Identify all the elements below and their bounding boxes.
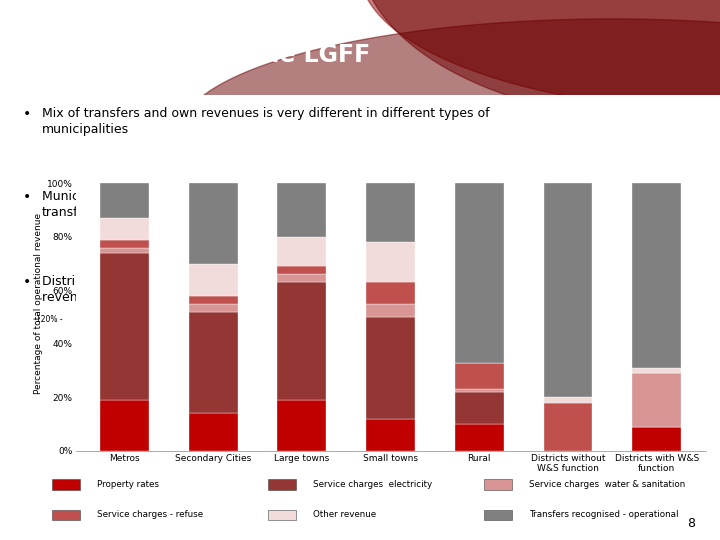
Polygon shape bbox=[360, 0, 720, 113]
Bar bbox=[455, 389, 504, 392]
Polygon shape bbox=[180, 19, 720, 246]
Bar bbox=[189, 414, 238, 451]
Bar bbox=[366, 242, 415, 282]
Bar bbox=[277, 266, 326, 274]
Bar bbox=[455, 363, 504, 389]
Bar bbox=[455, 184, 504, 363]
Text: Differentiation in the LGFF: Differentiation in the LGFF bbox=[13, 43, 370, 67]
Bar bbox=[100, 247, 149, 253]
Bar bbox=[52, 510, 80, 521]
Bar bbox=[277, 184, 326, 237]
Text: Transfers recognised - operational: Transfers recognised - operational bbox=[529, 510, 679, 519]
Bar bbox=[100, 253, 149, 400]
Bar bbox=[277, 237, 326, 266]
Text: District municipalities are very transfer dependent as they have few own
revenue: District municipalities are very transfe… bbox=[42, 275, 500, 305]
Bar bbox=[268, 480, 296, 490]
Bar bbox=[366, 282, 415, 303]
Bar bbox=[189, 264, 238, 296]
Bar bbox=[544, 397, 593, 403]
Bar bbox=[277, 282, 326, 400]
Bar bbox=[544, 184, 593, 397]
Bar bbox=[189, 296, 238, 303]
Bar bbox=[189, 184, 238, 264]
Bar bbox=[632, 368, 681, 373]
Bar bbox=[366, 419, 415, 451]
Bar bbox=[366, 303, 415, 317]
Bar bbox=[268, 510, 296, 521]
Bar bbox=[632, 373, 681, 427]
Text: 120% -: 120% - bbox=[36, 315, 63, 325]
Text: Property rates: Property rates bbox=[97, 480, 159, 489]
Text: Service charges  electricity: Service charges electricity bbox=[313, 480, 432, 489]
Bar bbox=[366, 184, 415, 242]
Bar bbox=[100, 240, 149, 247]
Bar bbox=[52, 480, 80, 490]
Polygon shape bbox=[360, 0, 720, 123]
Y-axis label: Percentage of total operational revenue: Percentage of total operational revenue bbox=[34, 213, 42, 394]
Bar bbox=[632, 427, 681, 451]
Bar bbox=[100, 400, 149, 451]
Bar bbox=[544, 403, 593, 451]
Bar bbox=[484, 510, 512, 521]
Bar bbox=[100, 218, 149, 240]
Text: Other revenue: Other revenue bbox=[313, 510, 377, 519]
Bar bbox=[100, 184, 149, 218]
Bar bbox=[366, 317, 415, 419]
Bar bbox=[632, 184, 681, 368]
Bar bbox=[484, 480, 512, 490]
Bar bbox=[189, 312, 238, 414]
Bar bbox=[277, 274, 326, 282]
Text: Service charges  water & sanitation: Service charges water & sanitation bbox=[529, 480, 685, 489]
Text: 8: 8 bbox=[687, 517, 695, 530]
Bar bbox=[189, 303, 238, 312]
Text: Municipalities in poorer areas have a higher proportion of funding from
transfer: Municipalities in poorer areas have a hi… bbox=[42, 190, 487, 219]
Text: Service charges - refuse: Service charges - refuse bbox=[97, 510, 203, 519]
Bar bbox=[277, 400, 326, 451]
Bar bbox=[455, 392, 504, 424]
Text: •: • bbox=[23, 107, 31, 121]
Bar bbox=[455, 424, 504, 451]
Text: •: • bbox=[23, 275, 31, 289]
Text: Mix of transfers and own revenues is very different in different types of
munici: Mix of transfers and own revenues is ver… bbox=[42, 107, 490, 136]
Text: •: • bbox=[23, 190, 31, 204]
Text: Contributions to municipal operational budgets per type of municipality (2012/13: Contributions to municipal operational b… bbox=[115, 330, 619, 341]
